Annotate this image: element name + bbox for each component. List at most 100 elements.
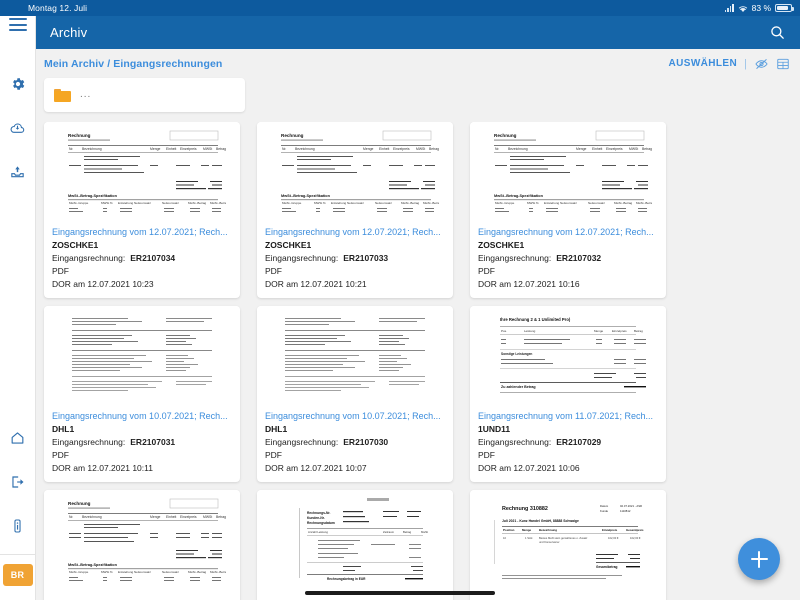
document-field-label: Eingangsrechnung:	[265, 437, 339, 447]
svg-text:MwSt: MwSt	[421, 530, 428, 534]
battery-icon	[775, 4, 794, 12]
svg-text:102,00 €: 102,00 €	[608, 536, 619, 540]
document-field-label: Eingangsrechnung:	[478, 437, 552, 447]
svg-text:MwSt.-Betrag: MwSt.-Betrag	[614, 201, 633, 205]
document-card[interactable]: Eingangsrechnung vom 10.07.2021; Rech...…	[44, 306, 240, 482]
left-rail: BR	[0, 0, 36, 600]
svg-text:Gesamtbetrag: Gesamtbetrag	[596, 565, 617, 569]
sidebar-item-logout[interactable]	[0, 460, 36, 504]
sidebar-item-info[interactable]	[0, 504, 36, 548]
svg-text:MwSt.-Gruppe: MwSt.-Gruppe	[282, 201, 302, 205]
home-indicator[interactable]	[305, 591, 495, 595]
sidebar-item-settings[interactable]	[0, 62, 36, 106]
document-meta: Eingangsrechnung vom 12.07.2021; Rech...…	[44, 222, 240, 298]
svg-text:MWSt %: MWSt %	[101, 570, 113, 574]
svg-text:MWSt %: MWSt %	[314, 201, 326, 205]
document-thumbnail: Rechnungs-Nr. Kunden-Nr. Rechnungsdatum	[257, 490, 453, 590]
document-title[interactable]: Eingangsrechnung vom 10.07.2021; Rech...	[52, 411, 228, 421]
status-date: Montag 12. Juli	[28, 3, 88, 13]
svg-text:Leistung: Leistung	[524, 329, 536, 333]
svg-text:Betrag: Betrag	[429, 147, 439, 151]
breadcrumb[interactable]: Mein Archiv / Eingangsrechnungen	[44, 57, 223, 70]
document-grid: Rechnung Nr. Bezeichnung Menge Einheit Ein…	[44, 122, 792, 600]
hamburger-menu-button[interactable]	[9, 18, 27, 31]
svg-text:Menge: Menge	[594, 329, 604, 333]
add-document-button[interactable]	[738, 538, 780, 580]
document-card[interactable]: Rechnung 310882 Datum 02.07.2021 - ASR Ku…	[470, 490, 666, 600]
document-thumbnail: Rechnung Nr. Bezeichnung Menge Einheit Ein…	[44, 490, 240, 590]
svg-text:MWSt: MWSt	[203, 515, 212, 519]
document-card[interactable]: Rechnung Nr. Bezeichnung Menge Einheit Ein…	[44, 122, 240, 298]
document-partner: ZOSCHKE1	[52, 240, 99, 250]
status-bar: Montag 12. Juli 83 %	[0, 0, 800, 16]
app-header: Archiv	[36, 16, 800, 49]
svg-text:Einzelpreis: Einzelpreis	[612, 329, 627, 333]
select-button[interactable]: AUSWÄHLEN	[668, 58, 738, 69]
gear-icon	[12, 78, 24, 90]
svg-text:Rechnungs-Nr.: Rechnungs-Nr.	[307, 511, 331, 515]
svg-text:Rechnung: Rechnung	[68, 501, 91, 506]
svg-text:Einzelpreis: Einzelpreis	[180, 515, 197, 519]
svg-text:Einheit: Einheit	[166, 147, 176, 151]
document-field: Eingangsrechnung: ER2107029	[478, 437, 658, 447]
document-card[interactable]: Rechnung Nr. Bezeichnung Menge Einheit Ein…	[257, 122, 453, 298]
document-type: PDF	[52, 266, 69, 276]
document-card[interactable]: Rechnungs-Nr. Kunden-Nr. Rechnungsdatum	[257, 490, 453, 600]
table-view-icon	[777, 58, 789, 69]
svg-text:MwSt.-Betrag: MwSt.-Betrag	[188, 570, 207, 574]
document-title[interactable]: Eingangsrechnung vom 10.07.2021; Rech...	[265, 411, 441, 421]
svg-text:Einzelpreis: Einzelpreis	[180, 147, 197, 151]
document-partner: ZOSCHKE1	[265, 240, 312, 250]
document-title[interactable]: Eingangsrechnung vom 12.07.2021; Rech...	[265, 227, 441, 237]
svg-text:Zu zahlender Betrag: Zu zahlender Betrag	[501, 385, 536, 389]
search-icon	[771, 26, 784, 39]
svg-text:Rechnungsbetrag in EUR: Rechnungsbetrag in EUR	[327, 577, 366, 581]
document-card[interactable]: Ihre Rechnung 2 & 1 Unlimited Pro) Pos. L…	[470, 306, 666, 482]
document-field-value: ER2107031	[130, 437, 176, 447]
document-grid-scroll[interactable]: Rechnung Nr. Bezeichnung Menge Einheit Ein…	[36, 122, 800, 600]
svg-text:MwSt.-Gruppe: MwSt.-Gruppe	[69, 570, 89, 574]
svg-text:Position: Position	[503, 528, 515, 532]
document-field-label: Eingangsrechnung:	[265, 253, 339, 263]
svg-text:Ihre Rechnung 2 & 1 Unlimited: Ihre Rechnung 2 & 1 Unlimited Pro)	[500, 317, 571, 322]
svg-text:Betrag: Betrag	[642, 147, 652, 151]
svg-text:Nettoumsatz: Nettoumsatz	[162, 570, 179, 574]
sidebar-item-inbox-upload[interactable]	[0, 150, 36, 194]
document-title[interactable]: Eingangsrechnung vom 12.07.2021; Rech...	[52, 227, 228, 237]
svg-text:MwSt.-Betrag-Spezifikation: MwSt.-Betrag-Spezifikation	[494, 194, 544, 198]
search-button[interactable]	[769, 24, 786, 41]
inbox-upload-icon	[11, 166, 24, 178]
svg-text:MwSt.-Betrag-Spezifikation: MwSt.-Betrag-Spezifikation	[281, 194, 331, 198]
document-stamp: DOR am 12.07.2021 10:06	[478, 463, 580, 473]
svg-text:MwSt.-Betrag: MwSt.-Betrag	[423, 201, 439, 205]
folder-label: ...	[80, 89, 92, 100]
document-card[interactable]: Rechnung Nr. Bezeichnung Menge Einheit Ein…	[44, 490, 240, 600]
document-card[interactable]: Rechnung Nr. Bezeichnung Menge Einheit Ein…	[470, 122, 666, 298]
document-field-label: Eingangsrechnung:	[478, 253, 552, 263]
document-card[interactable]: Eingangsrechnung vom 10.07.2021; Rech...…	[257, 306, 453, 482]
svg-text:Sonstige Leistungen: Sonstige Leistungen	[501, 352, 532, 356]
svg-text:Datum: Datum	[600, 504, 609, 508]
folder-icon	[54, 88, 71, 102]
document-field-value: ER2107030	[343, 437, 389, 447]
sidebar-item-home[interactable]	[0, 416, 36, 460]
svg-text:MWSt %: MWSt %	[527, 201, 539, 205]
avatar[interactable]: BR	[2, 564, 33, 586]
table-view-button[interactable]	[776, 57, 790, 71]
document-field: Eingangsrechnung: ER2107030	[265, 437, 445, 447]
document-field-value: ER2107033	[343, 253, 389, 263]
document-title[interactable]: Eingangsrechnung vom 12.07.2021; Rech...	[478, 227, 654, 237]
svg-text:Nettoumsatz: Nettoumsatz	[162, 201, 179, 205]
svg-text:Entstehung Nettoumsatz: Entstehung Nettoumsatz	[118, 570, 151, 574]
svg-text:Einzelpreis: Einzelpreis	[602, 528, 618, 532]
page-title: Archiv	[50, 25, 88, 40]
svg-text:MWSt: MWSt	[629, 147, 638, 151]
document-title[interactable]: Eingangsrechnung vom 11.07.2021; Rech...	[478, 411, 653, 421]
svg-text:Bezeichnung: Bezeichnung	[539, 528, 557, 532]
sidebar-item-cloud-download[interactable]	[0, 106, 36, 150]
status-indicators: 83 %	[724, 3, 794, 13]
folder-breadcrumb-card[interactable]: ...	[44, 78, 245, 112]
svg-text:Rechnung: Rechnung	[494, 133, 517, 138]
hide-preview-button[interactable]	[754, 57, 769, 71]
document-thumbnail	[44, 306, 240, 406]
